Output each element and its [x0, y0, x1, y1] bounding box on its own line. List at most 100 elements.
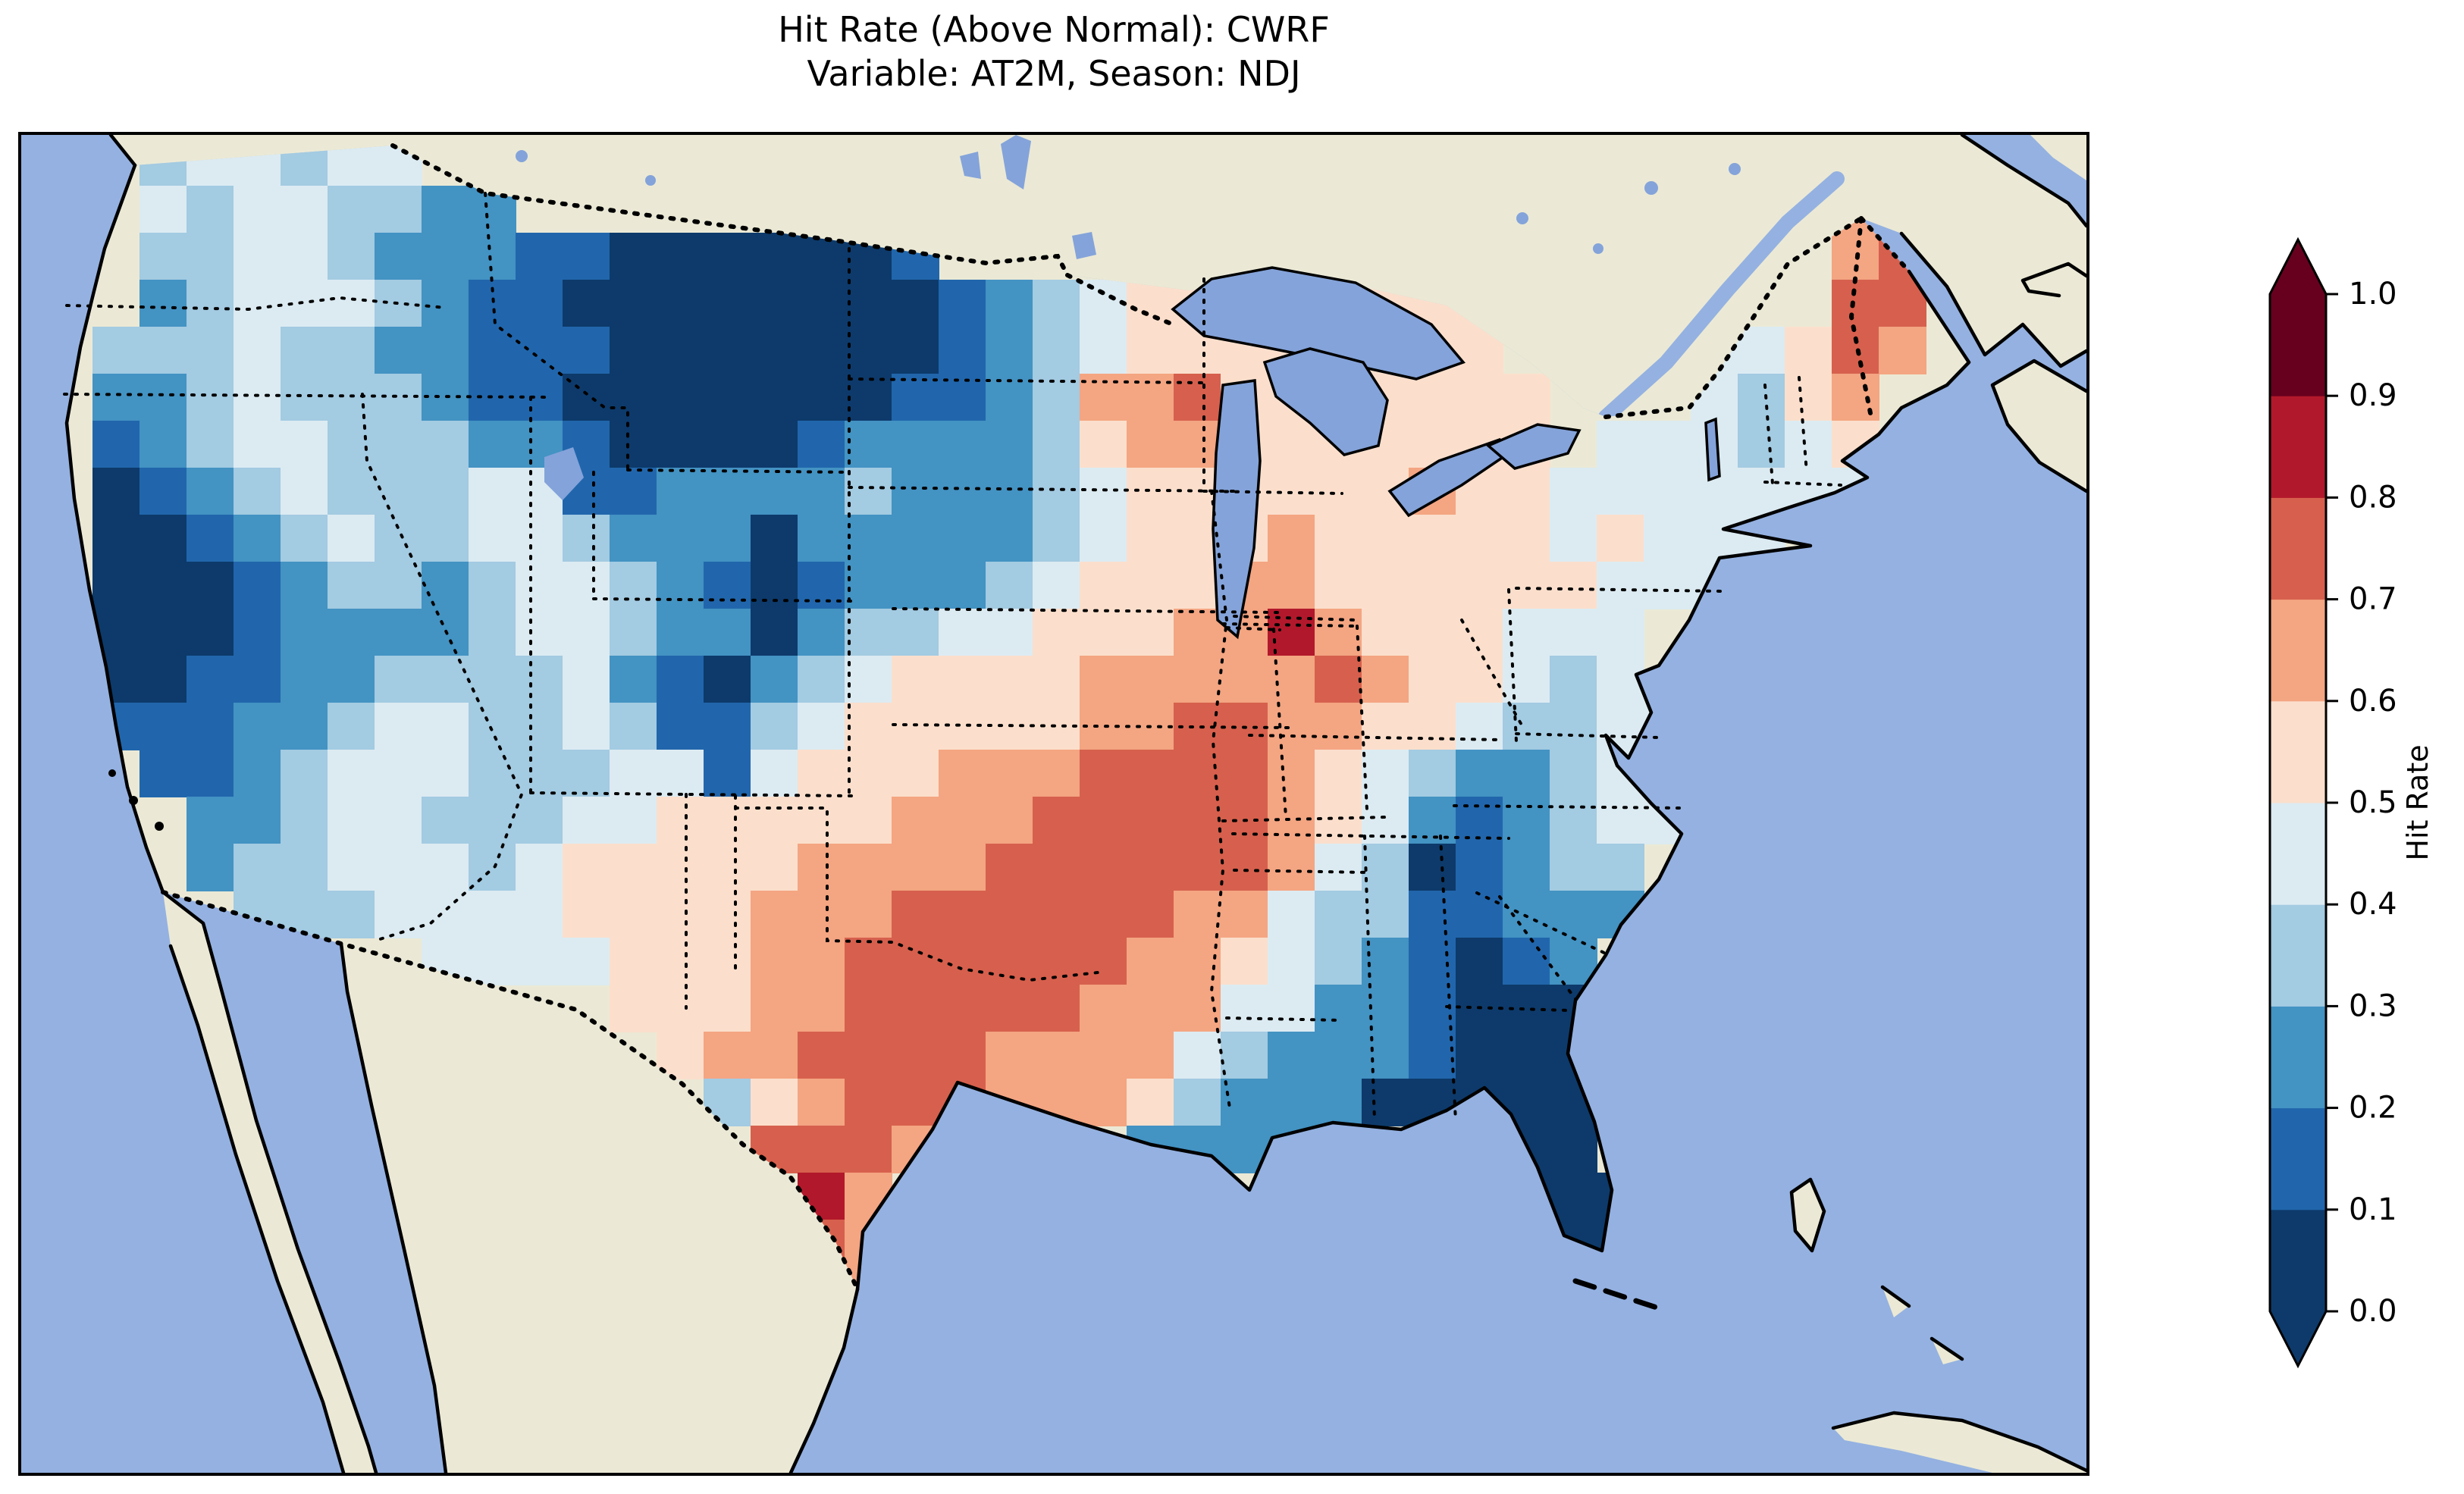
heatmap-cell	[1127, 562, 1174, 609]
heatmap-cell	[375, 797, 422, 844]
great-lakes	[544, 266, 1721, 640]
heatmap-cell	[1409, 374, 1456, 421]
heatmap-cell	[845, 562, 892, 609]
channel-island-2	[155, 822, 164, 831]
heatmap-cell	[1738, 327, 1785, 374]
heatmap-cell	[281, 280, 328, 327]
colorbar-tick-label: 0.0	[2349, 1294, 2397, 1329]
heatmap-cell	[1550, 797, 1597, 844]
heatmap-cell	[986, 938, 1033, 985]
heatmap-cell	[986, 656, 1033, 703]
heatmap-cell	[328, 750, 375, 797]
heatmap-cell	[704, 374, 751, 421]
heatmap-cell	[422, 703, 469, 750]
heatmap-cell	[751, 515, 798, 562]
heatmap-cell	[375, 656, 422, 703]
heatmap-cell	[845, 1032, 892, 1079]
heatmap-cell	[610, 797, 657, 844]
colorbar-band	[2270, 599, 2326, 702]
heatmap-cell	[704, 233, 751, 280]
heatmap-cell	[751, 1079, 798, 1126]
heatmap-cell	[1597, 468, 1644, 515]
heatmap-cell	[845, 609, 892, 656]
mexico-coast	[339, 941, 860, 1473]
heatmap-cell	[281, 797, 328, 844]
heatmap-cell	[939, 280, 986, 327]
colorbar-tick-label: 0.1	[2349, 1192, 2397, 1227]
heatmap-cell	[1127, 468, 1174, 515]
heatmap-cell	[798, 374, 845, 421]
heatmap-cell	[610, 844, 657, 891]
heatmap-cell	[1268, 421, 1315, 468]
heatmap-cell	[140, 280, 187, 327]
heatmap-cell	[1080, 844, 1127, 891]
heatmap-cell	[1597, 844, 1644, 891]
heatmap-cell	[1550, 656, 1597, 703]
heatmap-cell	[798, 938, 845, 985]
heatmap-cell	[140, 233, 187, 280]
heatmap-cell	[140, 374, 187, 421]
heatmap-cell	[563, 233, 610, 280]
plot-title: Hit Rate (Above Normal): CWRF Variable: …	[21, 8, 2086, 96]
heatmap-cell	[328, 421, 375, 468]
heatmap-cell	[234, 797, 281, 844]
heatmap-cell	[1362, 703, 1409, 750]
heatmap-cell	[1080, 280, 1127, 327]
heatmap-cell	[234, 656, 281, 703]
heatmap-cell	[1033, 515, 1080, 562]
heatmap-cell	[1409, 656, 1456, 703]
heatmap-cell	[1033, 421, 1080, 468]
heatmap-cell	[1127, 1079, 1174, 1126]
heatmap-cell	[375, 609, 422, 656]
heatmap-cell	[1033, 656, 1080, 703]
heatmap-cell	[1268, 515, 1315, 562]
heatmap-cell	[657, 374, 704, 421]
heatmap-cell	[986, 421, 1033, 468]
heatmap-cell	[845, 985, 892, 1032]
heatmap-cell	[1315, 750, 1362, 797]
bahamas-sliver-1	[1882, 1287, 1909, 1317]
heatmap-cell	[140, 186, 187, 233]
heatmap-cell	[845, 374, 892, 421]
heatmap-cell	[845, 938, 892, 985]
heatmap-cell	[610, 985, 657, 1032]
colorbar-band	[2270, 1209, 2326, 1312]
heatmap-cell	[140, 421, 187, 468]
heatmap-cell	[1033, 985, 1080, 1032]
heatmap-cell	[845, 421, 892, 468]
heatmap-cell	[892, 421, 939, 468]
heatmap-cell	[516, 656, 563, 703]
heatmap-cell	[1832, 280, 1879, 327]
heatmap-cell	[657, 797, 704, 844]
heatmap-cell	[657, 562, 704, 609]
heatmap-cell	[469, 703, 516, 750]
heatmap-cell	[939, 609, 986, 656]
heatmap-cell	[1409, 1032, 1456, 1079]
heatmap-cell	[751, 374, 798, 421]
heatmap-cell	[422, 468, 469, 515]
heatmap-cell	[469, 562, 516, 609]
colorbar-ticks: 0.0 0.1 0.2 0.3 0.4 0.5 0.6 0.7 0.8 0.9 1.0	[2326, 277, 2397, 1329]
lake-huron	[1262, 347, 1389, 456]
heatmap-cell	[892, 468, 939, 515]
heatmap-cell	[1033, 280, 1080, 327]
heatmap-cell	[234, 468, 281, 515]
heatmap-cell	[563, 938, 610, 985]
heatmap-cell	[1362, 656, 1409, 703]
heatmap-cell	[1127, 421, 1174, 468]
heatmap-cell	[328, 468, 375, 515]
colorbar-tick-label: 1.0	[2349, 277, 2397, 312]
heatmap-cell	[1362, 515, 1409, 562]
landmass-mexico	[341, 944, 857, 1473]
heatmap-cell	[892, 985, 939, 1032]
heatmap-cell	[187, 750, 234, 797]
heatmap-cell	[986, 327, 1033, 374]
heatmap-cell	[657, 891, 704, 938]
heatmap-cell	[516, 562, 563, 609]
heatmap-cell	[1597, 797, 1644, 844]
colorbar: 0.0 0.1 0.2 0.3 0.4 0.5 0.6 0.7 0.8 0.9 1.0 Hit Ra…	[2237, 227, 2464, 1410]
heatmap-cell	[939, 515, 986, 562]
heatmap-cell	[1315, 1032, 1362, 1079]
heatmap-cell	[516, 233, 563, 280]
heatmap-cell	[1315, 1079, 1362, 1126]
